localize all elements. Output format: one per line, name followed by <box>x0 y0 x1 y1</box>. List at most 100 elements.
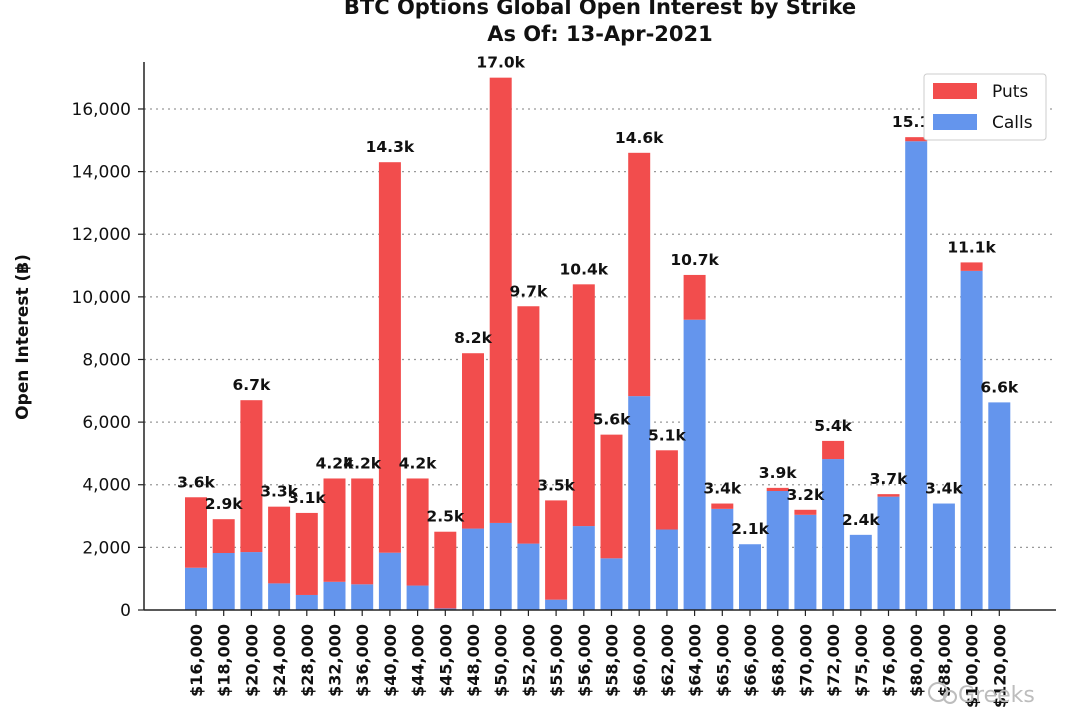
x-tick-label: $20,000 <box>242 624 261 697</box>
data-label: 14.6k <box>615 129 664 147</box>
bar-calls <box>545 599 568 610</box>
x-tick-label: $32,000 <box>326 624 345 697</box>
x-tick-label: $66,000 <box>741 624 760 697</box>
data-label: 2.1k <box>731 520 769 538</box>
bar-calls <box>489 522 512 610</box>
y-tick-label: 0 <box>120 601 131 621</box>
x-tick-label: $62,000 <box>658 624 677 697</box>
bar-calls <box>323 581 346 610</box>
bar-calls <box>295 594 318 610</box>
data-label: 3.5k <box>537 476 575 494</box>
bar-puts <box>766 487 789 492</box>
x-tick-label: $24,000 <box>270 624 289 697</box>
data-label: 4.2k <box>316 454 354 472</box>
data-label: 11.1k <box>947 238 996 256</box>
y-tick-label: 14,000 <box>72 163 131 183</box>
bar-puts <box>572 284 595 527</box>
bar-puts <box>628 152 651 397</box>
bar-calls <box>905 141 928 610</box>
data-label: 3.2k <box>787 486 825 504</box>
bar-calls <box>378 552 401 610</box>
x-tick-label: $64,000 <box>686 624 705 697</box>
chart-subtitle: As Of: 13-Apr-2021 <box>487 22 713 46</box>
data-label: 5.1k <box>648 426 686 444</box>
gridlines <box>144 108 1056 548</box>
x-tick-label: $60,000 <box>630 624 649 697</box>
x-tick-label: $40,000 <box>381 624 400 697</box>
y-tick-label: 6,000 <box>82 413 131 433</box>
bar-puts <box>655 450 678 530</box>
bar-puts <box>185 497 207 568</box>
x-tick-label: $100,000 <box>963 624 982 708</box>
bar-calls <box>572 526 595 610</box>
bar-calls <box>185 567 207 610</box>
data-label: 9.7k <box>510 282 548 300</box>
x-tick-label: $44,000 <box>409 624 428 697</box>
x-tick-label: $16,000 <box>187 624 206 697</box>
bar-puts <box>960 262 983 271</box>
bar-calls <box>988 402 1011 610</box>
x-tick-label: $70,000 <box>796 624 815 697</box>
data-label: 8.2k <box>454 329 492 347</box>
x-tick-label: $56,000 <box>575 624 594 697</box>
bar-calls <box>240 552 263 610</box>
data-labels: 3.6k2.9k6.7k3.3k3.1k4.2k4.2k14.3k4.2k2.5… <box>177 54 1019 539</box>
bar-puts <box>434 531 457 609</box>
data-label: 2.4k <box>842 511 880 529</box>
bar-calls <box>683 319 706 610</box>
x-tick-label: $52,000 <box>519 624 538 697</box>
y-tick-label: 8,000 <box>82 350 131 370</box>
x-tick-label: $28,000 <box>298 624 317 697</box>
bar-calls <box>434 608 457 610</box>
data-label: 3.9k <box>759 464 797 482</box>
bar-puts <box>378 162 401 553</box>
data-label: 6.7k <box>233 376 271 394</box>
y-axis-label: Open Interest (฿) <box>13 254 33 420</box>
x-tick-label: $45,000 <box>436 624 455 697</box>
bar-calls <box>212 553 235 610</box>
bar-calls <box>517 543 540 610</box>
bar-puts <box>545 500 568 600</box>
x-tick-label: $50,000 <box>492 624 511 697</box>
x-tick-label: $58,000 <box>603 624 622 697</box>
bar-calls <box>600 558 623 610</box>
x-tick-label: $72,000 <box>824 624 843 697</box>
bar-puts <box>600 434 623 559</box>
data-label: 10.7k <box>670 251 719 269</box>
data-label: 6.6k <box>980 378 1018 396</box>
data-label: 3.1k <box>288 489 326 507</box>
x-tick-label: $48,000 <box>464 624 483 697</box>
x-tick-label: $68,000 <box>769 624 788 697</box>
data-label: 14.3k <box>366 138 415 156</box>
bar-calls <box>960 270 983 610</box>
bar-puts <box>323 478 346 582</box>
bar-puts <box>794 509 817 515</box>
legend-swatch-puts <box>933 83 977 99</box>
x-tick-label: $88,000 <box>935 624 954 697</box>
bar-calls <box>877 496 900 610</box>
y-tick-label: 12,000 <box>72 225 131 245</box>
data-label: 10.4k <box>560 260 609 278</box>
bar-calls <box>462 528 484 610</box>
data-label: 2.5k <box>426 508 464 526</box>
data-label: 5.4k <box>814 417 852 435</box>
legend-label-puts: Puts <box>992 82 1028 102</box>
data-label: 3.6k <box>177 473 215 491</box>
x-tick-label: $80,000 <box>907 624 926 697</box>
bar-puts <box>240 400 263 553</box>
y-tick-label: 10,000 <box>72 288 131 308</box>
bar-puts <box>462 353 484 529</box>
y-tick-label: 16,000 <box>72 100 131 120</box>
data-label: 4.2k <box>343 454 381 472</box>
bar-puts <box>489 77 512 523</box>
bar-puts <box>351 478 374 585</box>
x-tick-label: $120,000 <box>990 624 1009 708</box>
data-label: 3.3k <box>260 483 298 501</box>
bar-calls <box>739 544 761 610</box>
watermark-logo-icon <box>928 682 957 704</box>
x-tick-label: $55,000 <box>547 624 566 697</box>
data-label: 3.7k <box>870 470 908 488</box>
bar-puts <box>212 519 235 554</box>
